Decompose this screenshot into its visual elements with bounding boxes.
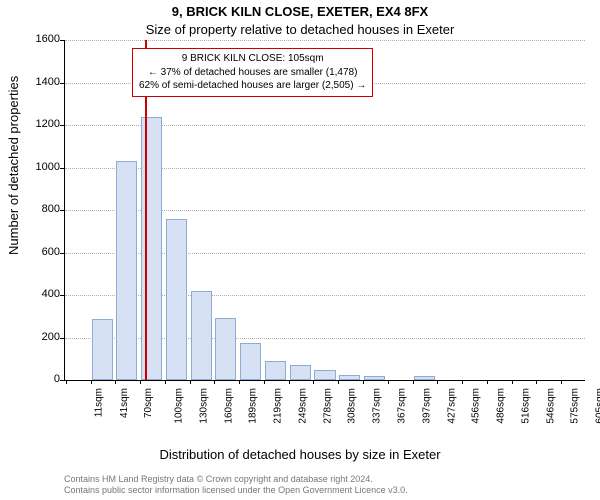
x-tick (462, 380, 463, 384)
x-tick-label: 278sqm (322, 388, 333, 424)
gridline (65, 40, 585, 41)
y-tick (60, 210, 64, 211)
x-tick-label: 575sqm (570, 388, 581, 424)
x-tick-label: 160sqm (223, 388, 234, 424)
x-tick (264, 380, 265, 384)
x-tick-label: 11sqm (93, 388, 104, 417)
y-tick-label: 0 (28, 373, 60, 385)
x-tick-label: 397sqm (421, 388, 432, 424)
annotation-line-1: 9 BRICK KILN CLOSE: 105sqm (139, 52, 366, 66)
chart-main-title: 9, BRICK KILN CLOSE, EXETER, EX4 8FX (0, 4, 600, 19)
histogram-bar (265, 361, 286, 380)
y-tick-label: 1000 (28, 161, 60, 173)
x-tick (512, 380, 513, 384)
x-tick (190, 380, 191, 384)
histogram-bar (215, 318, 236, 380)
x-tick (487, 380, 488, 384)
x-tick (91, 380, 92, 384)
x-tick-label: 605sqm (595, 388, 600, 424)
x-tick (115, 380, 116, 384)
x-tick (140, 380, 141, 384)
x-tick (338, 380, 339, 384)
annotation-line-2: ← 37% of detached houses are smaller (1,… (139, 66, 366, 80)
x-tick-label: 219sqm (273, 388, 284, 424)
x-tick-label: 70sqm (143, 388, 154, 418)
chart-subtitle: Size of property relative to detached ho… (0, 22, 600, 37)
footer-line-2: Contains public sector information licen… (64, 485, 408, 496)
y-tick-label: 600 (28, 246, 60, 258)
x-tick-label: 456sqm (471, 388, 482, 424)
x-tick-label: 337sqm (372, 388, 383, 424)
x-tick-label: 100sqm (174, 388, 185, 424)
x-tick-label: 486sqm (496, 388, 507, 424)
histogram-bar (314, 370, 335, 380)
x-tick (214, 380, 215, 384)
histogram-bar (240, 343, 261, 380)
x-axis-label: Distribution of detached houses by size … (0, 447, 600, 462)
x-tick-label: 41sqm (119, 388, 130, 418)
x-tick (363, 380, 364, 384)
histogram-bar (290, 365, 311, 380)
footer-line-1: Contains HM Land Registry data © Crown c… (64, 474, 408, 485)
y-tick-label: 200 (28, 331, 60, 343)
x-tick-label: 308sqm (347, 388, 358, 424)
x-tick (239, 380, 240, 384)
y-tick (60, 168, 64, 169)
x-tick (165, 380, 166, 384)
y-tick (60, 338, 64, 339)
y-tick (60, 253, 64, 254)
histogram-bar (364, 376, 385, 380)
y-tick (60, 295, 64, 296)
y-axis-label: Number of detached properties (6, 76, 21, 255)
histogram-bar (414, 376, 435, 380)
x-tick (561, 380, 562, 384)
histogram-bar (339, 375, 360, 380)
x-tick (313, 380, 314, 384)
x-tick-label: 189sqm (248, 388, 259, 424)
y-tick-label: 1200 (28, 118, 60, 130)
y-tick-label: 800 (28, 203, 60, 215)
y-tick-label: 1600 (28, 33, 60, 45)
y-tick (60, 380, 64, 381)
footer-attribution: Contains HM Land Registry data © Crown c… (64, 474, 408, 497)
y-tick (60, 40, 64, 41)
x-tick (536, 380, 537, 384)
histogram-bar (116, 161, 137, 380)
x-tick (437, 380, 438, 384)
x-tick (388, 380, 389, 384)
histogram-bar (166, 219, 187, 381)
x-tick (66, 380, 67, 384)
x-tick-label: 249sqm (298, 388, 309, 424)
x-tick-label: 516sqm (520, 388, 531, 424)
x-tick (413, 380, 414, 384)
annotation-line-3: 62% of semi-detached houses are larger (… (139, 79, 366, 93)
x-tick-label: 130sqm (198, 388, 209, 424)
y-tick-label: 400 (28, 288, 60, 300)
histogram-bar (92, 319, 113, 380)
property-annotation-box: 9 BRICK KILN CLOSE: 105sqm ← 37% of deta… (132, 48, 373, 97)
x-tick (289, 380, 290, 384)
y-tick-label: 1400 (28, 76, 60, 88)
x-tick-label: 367sqm (397, 388, 408, 424)
x-tick-label: 546sqm (545, 388, 556, 424)
x-tick-label: 427sqm (446, 388, 457, 424)
y-tick (60, 83, 64, 84)
histogram-bar (191, 291, 212, 380)
y-tick (60, 125, 64, 126)
